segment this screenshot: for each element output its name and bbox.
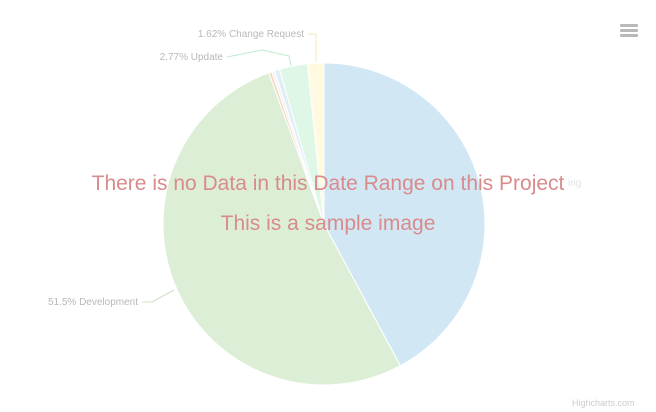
pie-label-6: 1.62% Change Request bbox=[198, 29, 304, 40]
chart-credit[interactable]: Highcharts.com bbox=[572, 398, 635, 408]
pie-label-connector-5 bbox=[226, 49, 292, 67]
pie-label-5: 2.77% Update bbox=[160, 52, 224, 63]
chart-menu-button[interactable] bbox=[620, 24, 638, 40]
pie-slice-6[interactable] bbox=[306, 62, 325, 225]
pie-slice-1[interactable] bbox=[162, 72, 402, 386]
pie-label-0-fragment: ing bbox=[568, 178, 581, 189]
pie-label-connector-6 bbox=[308, 33, 317, 62]
pie-label-1: 51.5% Development bbox=[48, 297, 138, 308]
hamburger-icon bbox=[620, 24, 638, 27]
pie-slice-0[interactable] bbox=[323, 62, 486, 367]
pie-label-connector-1 bbox=[142, 289, 175, 303]
